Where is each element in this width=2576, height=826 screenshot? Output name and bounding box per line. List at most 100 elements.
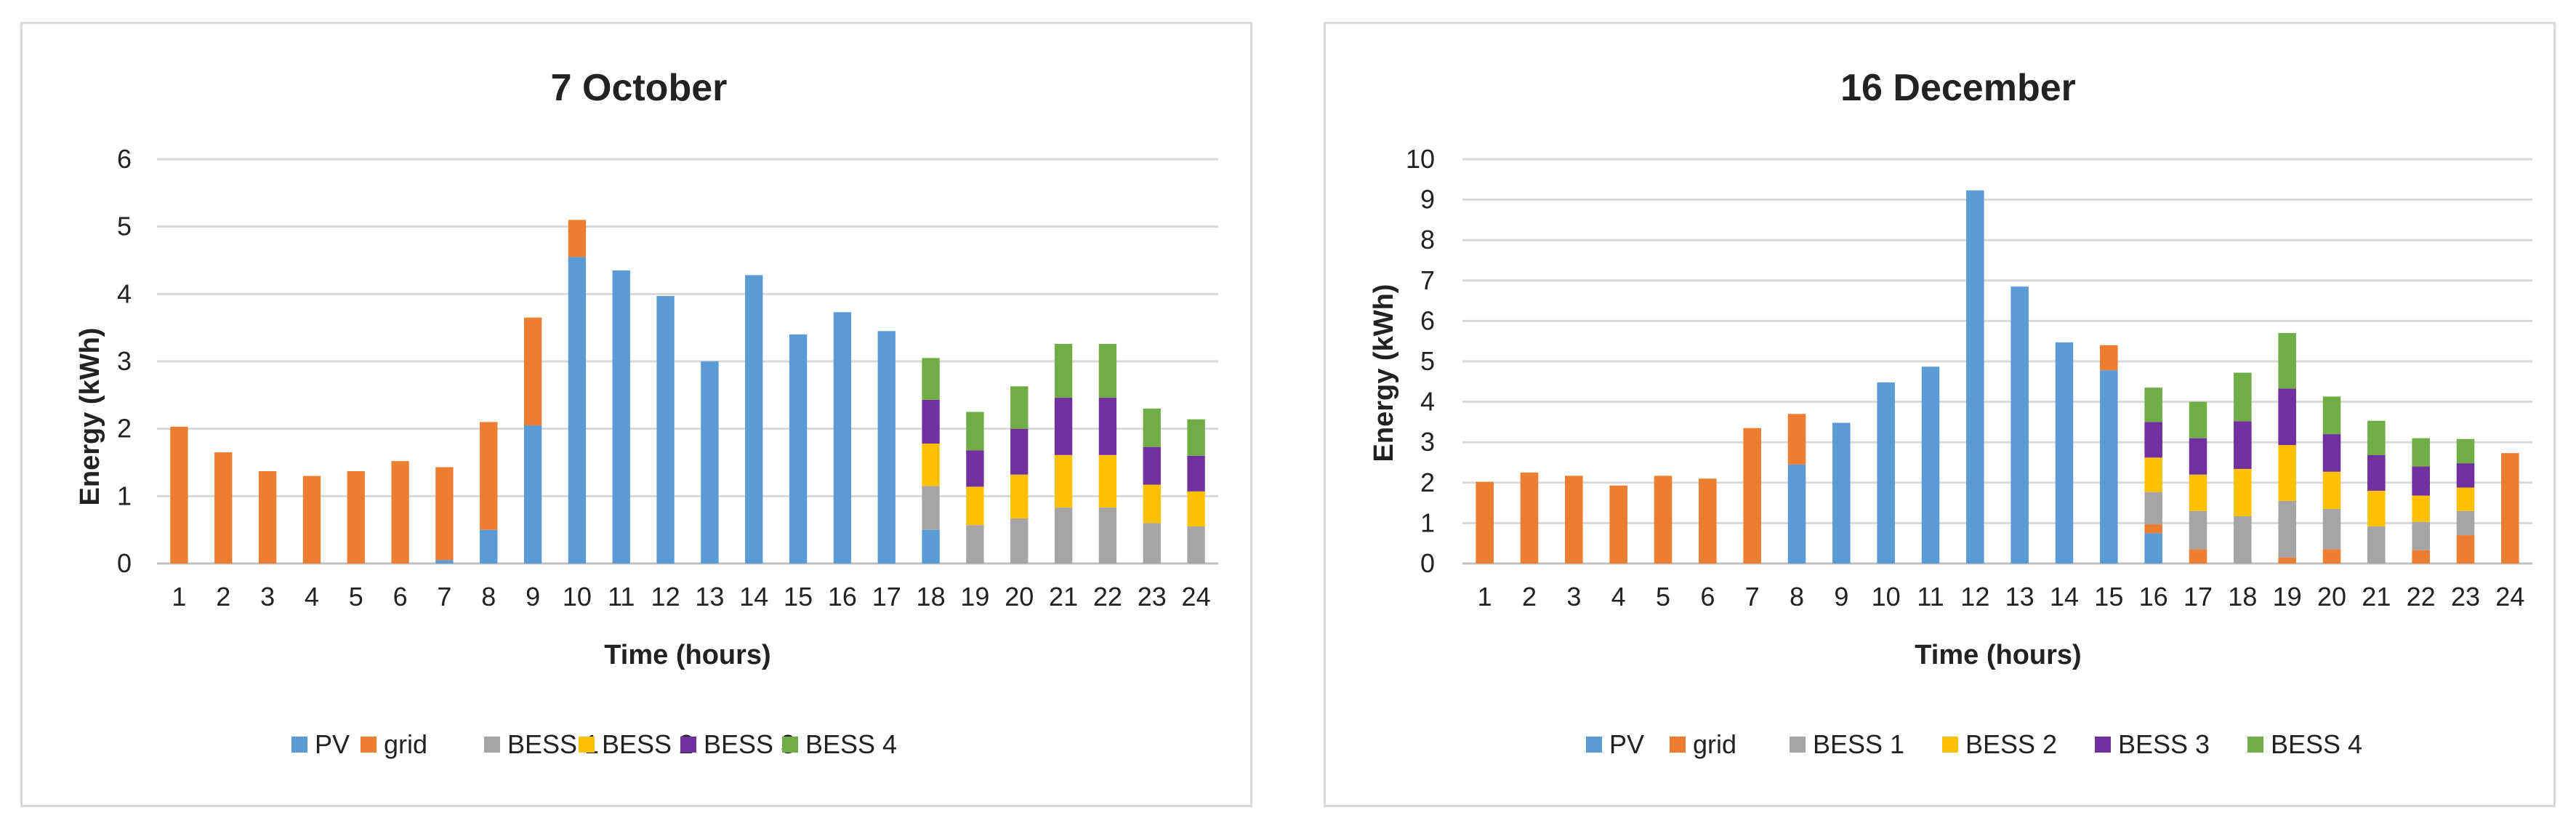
x-tick-label: 18 [917,582,946,612]
legend-swatch [1942,737,1958,753]
y-tick-label: 0 [1420,548,1435,578]
bar-segment-bess-1 [2456,510,2475,536]
bar-segment-bess-3 [1098,398,1117,455]
bar-segment-pv [1966,190,1984,564]
x-tick-label: 17 [872,582,901,612]
bar-segment-grid [1654,476,1673,564]
legend-swatch [291,737,307,753]
bar-segment-bess-2 [2456,487,2475,511]
bar-segment-grid [1476,481,1494,564]
bar-segment-bess-4 [2189,401,2207,438]
x-tick-label: 13 [2005,582,2034,612]
bar-segment-bess-3 [2189,438,2207,475]
bar-segment-grid [1565,476,1583,564]
legend-label: PV [315,729,350,759]
legend-item-bess-1: BESS 1 [1790,729,1904,759]
y-tick-label: 1 [1420,508,1435,537]
bar-segment-grid [1699,478,1717,564]
legend-item-bess-4: BESS 4 [782,729,897,759]
bar-segment-grid [2501,453,2519,564]
bar-segment-bess-1 [2322,508,2341,550]
legend-item-pv: PV [291,729,350,759]
y-tick-label: 9 [1420,185,1435,214]
x-tick-label: 8 [481,582,496,612]
y-axis-title: Energy (kWh) [75,328,105,506]
y-tick-label: 5 [117,212,132,241]
bar-segment-bess-1 [922,486,940,530]
bar-segment-bess-1 [966,525,984,564]
x-tick-label: 12 [1960,582,1989,612]
y-tick-label: 3 [117,346,132,376]
bar-segment-pv [2100,370,2118,564]
bar-segment-bess-3 [2367,454,2386,491]
bar-segment-bess-4 [1143,408,1161,447]
x-tick-label: 14 [739,582,768,612]
x-tick-label: 19 [960,582,989,612]
bar-segment-bess-2 [2412,495,2430,522]
x-axis-title: Time (hours) [1915,640,2081,670]
bar-segment-pv [568,257,587,564]
bar-segment-bess-2 [1143,484,1161,524]
bar-segment-pv [789,334,808,564]
legend-swatch [361,737,377,753]
bar-segment-bess-1 [1010,518,1029,564]
legend-swatch [2247,737,2263,753]
bar-segment-grid [523,317,542,426]
bar-segment-bess-2 [2234,468,2252,516]
x-tick-label: 9 [526,582,540,612]
x-tick-label: 22 [1093,582,1122,612]
bar-segment-grid [2278,557,2296,564]
y-tick-label: 2 [117,414,132,444]
bar-segment-grid [391,461,409,564]
bar-segment-bess-4 [2278,333,2296,389]
x-tick-label: 11 [1917,582,1944,612]
bar-segment-bess-4 [2367,420,2386,455]
legend-item-bess-2: BESS 2 [1942,729,2057,759]
bar-segment-bess-3 [1187,455,1205,492]
bar-segment-grid [1609,485,1627,564]
y-tick-label: 10 [1406,144,1435,174]
x-tick-label: 5 [349,582,363,612]
bar-segment-bess-4 [1098,343,1117,398]
legend-swatch [579,737,595,753]
bar-segment-grid [258,471,277,564]
bar-segment-grid [170,426,188,564]
bar-segment-bess-3 [2322,434,2341,472]
x-tick-label: 24 [2495,582,2524,612]
bar-segment-bess-2 [2144,457,2162,492]
bar-segment-bess-1 [2412,521,2430,550]
legend-item-bess-2: BESS 2 [579,729,693,759]
bar-segment-bess-3 [1010,428,1029,475]
bar-segment-grid [568,220,587,257]
legend-item-grid: grid [361,729,427,759]
bar-segment-pv [2055,342,2074,564]
x-tick-label: 3 [260,582,275,612]
bar-segment-bess-1 [2367,526,2386,564]
bar-segment-bess-1 [1187,526,1205,564]
bar-segment-bess-2 [2278,445,2296,501]
legend-label: PV [1609,729,1644,759]
y-tick-label: 5 [1420,346,1435,376]
bar-segment-bess-4 [966,412,984,451]
x-tick-label: 4 [305,582,319,612]
bar-segment-grid [2456,535,2475,564]
bar-segment-bess-1 [2144,492,2162,525]
bar-segment-bess-1 [1098,508,1117,564]
bar-segment-grid [2412,550,2430,564]
bar-segment-bess-3 [966,450,984,487]
x-tick-label: 18 [2228,582,2257,612]
y-tick-label: 6 [117,144,132,174]
legend-swatch [1790,737,1806,753]
x-tick-label: 22 [2407,582,2436,612]
x-tick-label: 2 [1522,582,1537,612]
bar-segment-grid [2189,549,2207,564]
x-tick-label: 13 [695,582,724,612]
legend-label: grid [384,729,427,759]
legend-swatch [484,737,500,753]
bar-segment-bess-2 [922,444,940,486]
legend-label: BESS 4 [805,729,897,759]
bar-segment-bess-3 [1143,446,1161,485]
